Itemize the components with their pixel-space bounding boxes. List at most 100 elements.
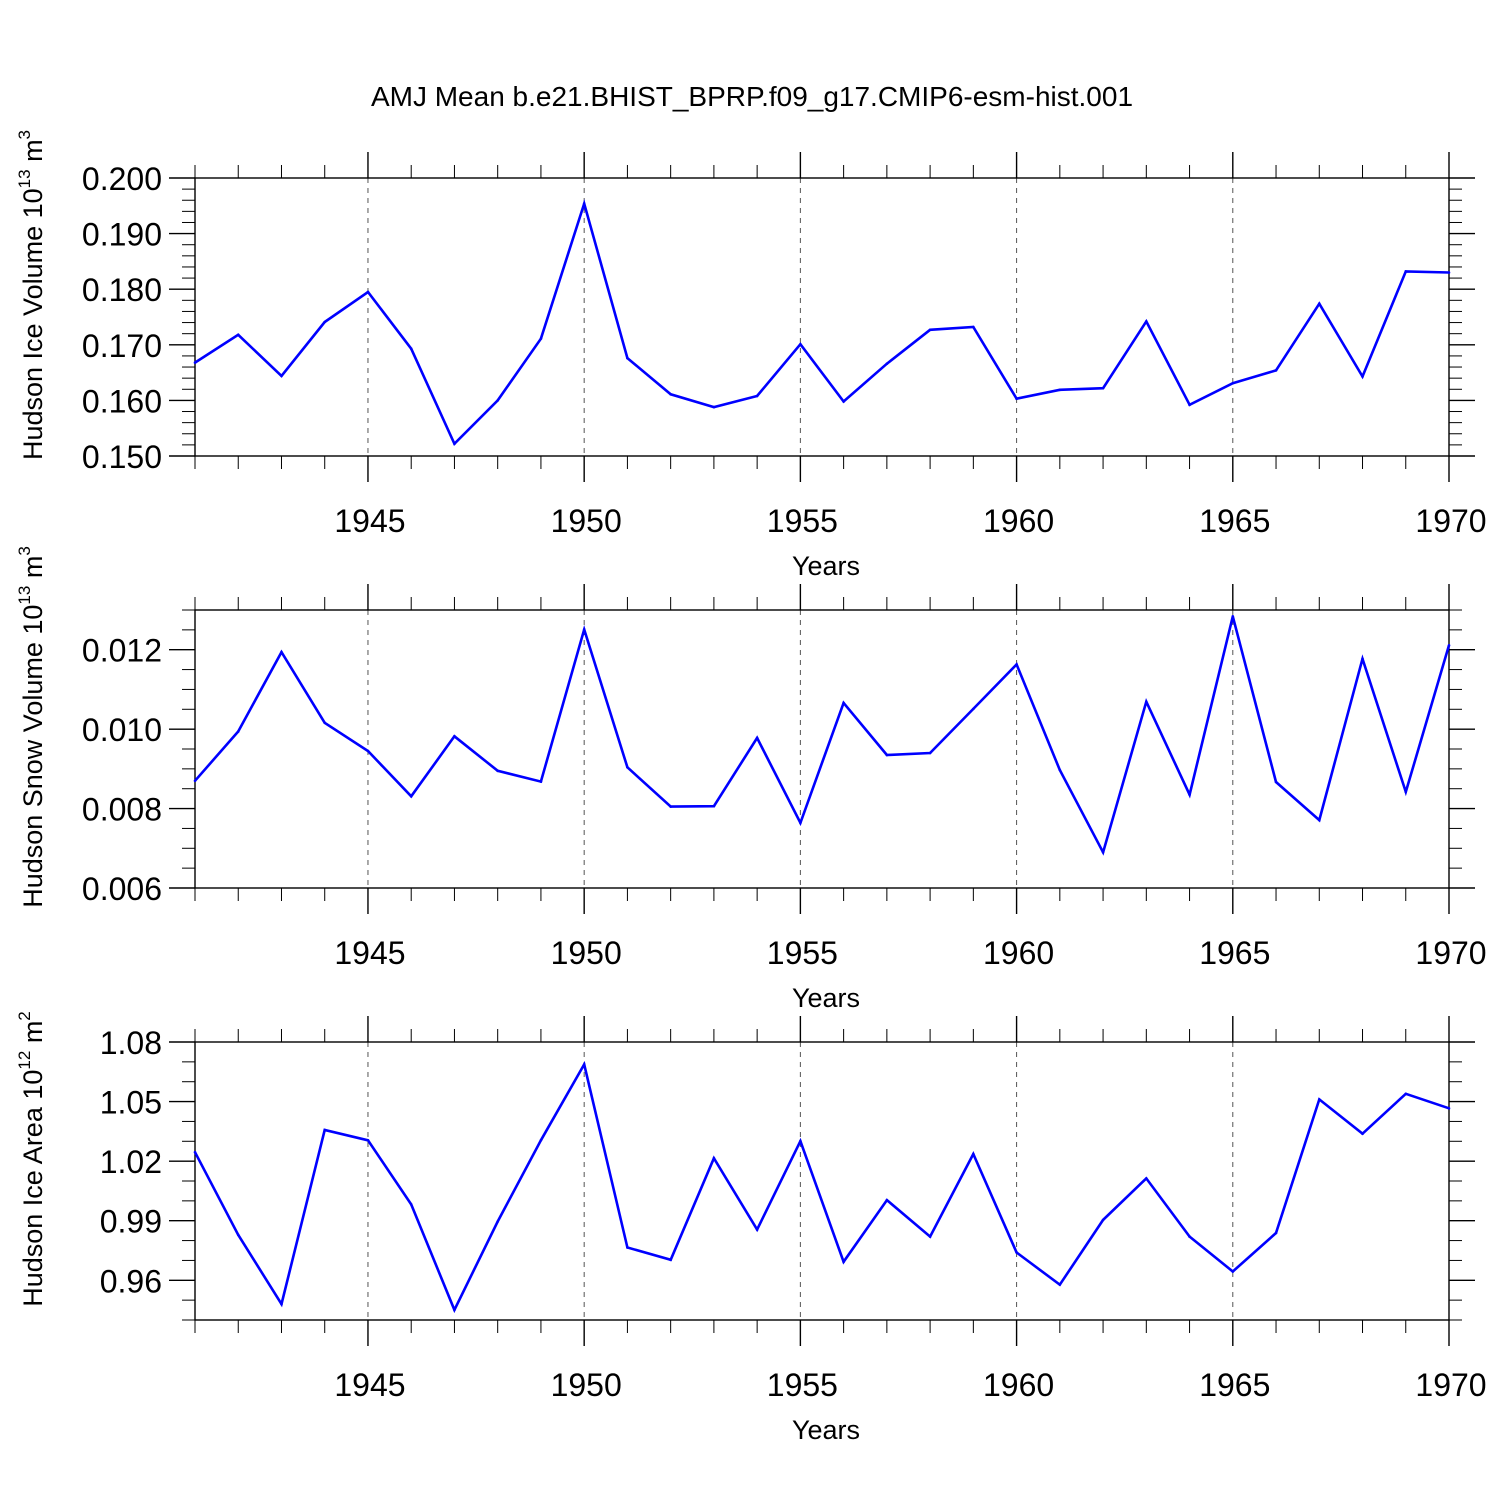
data-point [712,804,716,808]
y-tick-label: 0.010 [82,712,162,748]
data-point [1015,663,1018,666]
data-point [539,1138,543,1142]
y-tick-label: 0.008 [82,792,162,828]
data-point [1447,271,1451,274]
data-point [1317,302,1321,305]
data-point [928,751,932,755]
x-tick-label: 1945 [334,935,405,971]
y-axis-label: Hudson Snow Volume 1013 m3 [15,546,48,908]
data-point [1058,1283,1062,1286]
y-axis-label-part: Hudson Snow Volume 10 [18,605,48,908]
x-tick-label: 1950 [551,1367,622,1403]
data-point [799,342,802,346]
data-point [280,650,283,654]
data-point [842,1260,845,1264]
series-line [194,616,1451,856]
data-point [626,356,629,360]
series-line [193,1060,1450,1314]
data-point [366,290,370,294]
data-point [1188,1235,1191,1238]
y-axis-label: Hudson Ice Area 1012 m2 [15,1011,48,1307]
y-axis-label-part: 3 [15,546,34,555]
data-point [1015,1251,1018,1254]
data-point [1274,369,1278,372]
data-point [1188,403,1191,407]
data-point [409,347,413,350]
data-point [409,1203,413,1206]
data-point [1231,1270,1235,1273]
data-point [885,1198,889,1202]
plot-frame [194,177,1450,457]
y-axis-label-part: m [18,556,48,586]
x-tick-label: 1950 [551,503,622,539]
x-tick-label: 1960 [983,1367,1054,1403]
x-axis-label: Years [792,983,860,1013]
data-point [626,765,629,769]
x-axis-label: Years [792,1415,860,1445]
data-point [712,405,716,409]
y-tick-label: 0.180 [82,272,162,308]
data-point [885,753,889,757]
data-point [409,794,413,798]
data-point [885,362,889,366]
y-tick-label: 0.190 [82,217,162,253]
data-point [755,1228,759,1231]
x-tick-label: 1955 [767,503,838,539]
data-point [236,730,240,733]
x-tick-label: 1960 [983,935,1054,971]
data-point [582,628,586,631]
y-tick-label: 1.08 [100,1025,162,1061]
y-axis-label-part: m [18,139,48,169]
data-point [842,400,845,403]
y-tick-label: 0.96 [100,1263,162,1299]
data-point [1145,700,1148,704]
data-point [496,1220,499,1223]
x-axis-label: Years [792,551,860,581]
y-axis-label-part: 3 [15,130,34,139]
data-point [236,333,240,337]
data-point [1317,818,1321,822]
series-line [194,199,1450,447]
data-point [626,1246,629,1249]
data-point [453,442,456,446]
data-point [236,1233,240,1237]
data-point [539,780,543,783]
y-axis-label-part: 12 [15,1051,34,1070]
plot-frame [194,609,1450,889]
data-point [496,399,499,402]
data-point [323,1128,327,1132]
data-point [1145,1177,1148,1180]
data-point [1058,388,1062,392]
y-tick-label: 1.05 [100,1085,162,1121]
x-tick-label: 1970 [1415,503,1486,539]
data-point [972,1152,975,1156]
data-point [1274,1231,1278,1235]
y-tick-label: 0.170 [82,328,162,364]
data-point [582,1063,586,1066]
data-point [453,734,456,738]
x-tick-label: 1965 [1199,935,1270,971]
x-tick-label: 1970 [1415,935,1486,971]
data-point [366,1138,370,1142]
x-tick-label: 1945 [334,503,405,539]
data-point [669,1258,672,1262]
data-point [1145,320,1148,323]
panels: 0.150 0.160 0.170 0.180 0.190 0.200 1945 1950 19… [15,130,1487,1445]
data-point [193,779,197,783]
y-tick-label: 0.012 [82,633,162,669]
data-point [1404,270,1408,273]
data-point [1231,615,1235,618]
y-tick-label: 1.02 [100,1144,162,1180]
y-axis-label: Hudson Ice Volume 1013 m3 [15,130,48,460]
data-point [842,701,845,705]
data-point [1317,1098,1321,1101]
data-point [280,1302,283,1306]
data-point [669,805,672,808]
data-point [1101,1218,1105,1222]
data-point [1101,850,1105,854]
data-point [280,374,283,378]
data-point [1015,397,1018,401]
chart-panel-3: 0.96 0.99 1.02 1.05 1.08 1945 1950 1955 1960 1965… [15,1011,1487,1445]
chart-panel-2: 0.006 0.008 0.010 0.012 1945 1950 1955 1960 1965… [15,546,1487,1013]
data-point [928,328,932,332]
